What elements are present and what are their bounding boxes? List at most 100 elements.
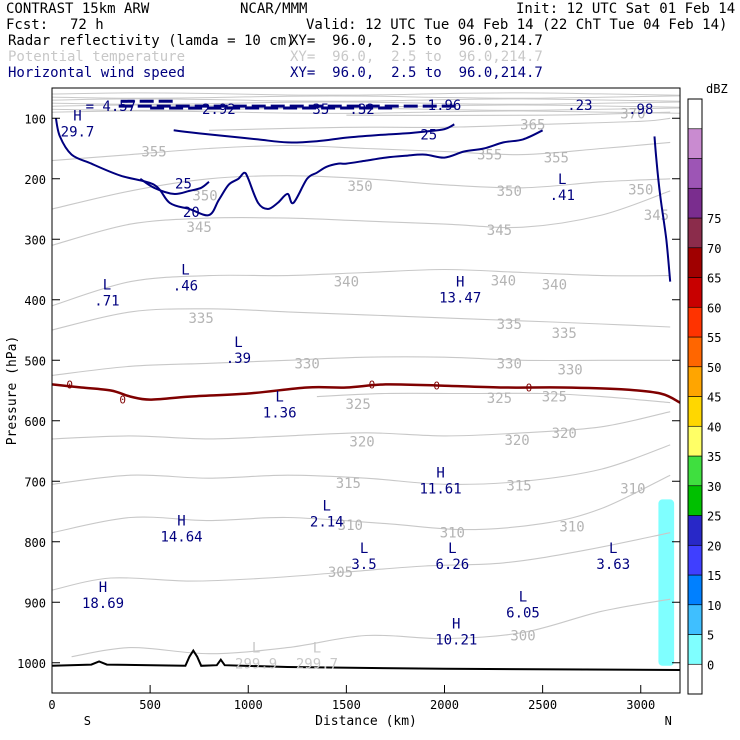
theta-label: 335: [497, 317, 522, 333]
theta-label: 335: [552, 326, 577, 342]
theta-label: 345: [187, 220, 212, 236]
extremum-H: H: [456, 275, 464, 291]
theta-label: 345: [644, 208, 669, 224]
colorbar-swatch: [687, 634, 703, 665]
theta-contour-355: [51, 141, 671, 162]
wind-contour-25: [173, 123, 455, 144]
colorbar-tick-label: 60: [707, 301, 721, 315]
extremum-value: 299.7: [296, 657, 338, 673]
field-name-theta: Potential temperature: [8, 49, 186, 65]
theta-label: 365: [520, 117, 545, 133]
forecast-hours: 72 h: [70, 17, 104, 33]
extremum-L: L: [519, 589, 527, 605]
reflectivity-zero-contour: [51, 383, 681, 404]
extremum-H: H: [73, 108, 81, 124]
theta-contour-365: [208, 117, 671, 131]
colorbar-swatch: [687, 306, 703, 338]
theta-contour-310: [51, 474, 671, 534]
theta-label: 310: [559, 520, 584, 536]
colorbar-tick-label: 50: [707, 361, 721, 375]
colorbar-tick-label: 10: [707, 599, 721, 613]
extremum-L: L: [558, 172, 566, 188]
extremum-value: 2.14: [310, 515, 344, 531]
terrain-surface: [51, 648, 681, 671]
extremum-H: H: [452, 617, 460, 633]
y-tick-label: 900: [24, 596, 46, 610]
extremum-value: .41: [550, 188, 575, 204]
speed-value-label: .23: [567, 98, 592, 114]
theta-contour-top: [51, 92, 681, 96]
wind-contour-20: [54, 118, 544, 217]
zero-dbz-label: 0: [433, 380, 440, 393]
theta-contour-340: [51, 268, 671, 307]
theta-label: 325: [487, 391, 512, 407]
extremum-L: L: [609, 541, 617, 557]
theta-label: 340: [491, 273, 516, 289]
colorbar-tick-label: 5: [707, 629, 714, 643]
theta-label: 325: [346, 397, 371, 413]
extremum-L: L: [360, 541, 368, 557]
colorbar-swatch: [687, 336, 703, 368]
extremum-value: .46: [173, 279, 198, 295]
theta-label: 315: [506, 478, 531, 494]
y-tick-label: 400: [24, 294, 46, 308]
y-tick-label: 700: [24, 475, 46, 489]
colorbar-swatch: [687, 247, 703, 278]
theta-label: 305: [328, 565, 353, 581]
model-title: CONTRAST 15km ARW: [6, 1, 150, 17]
colorbar-swatch: [687, 98, 703, 130]
theta-label: 340: [542, 278, 567, 294]
extremum-L: L: [448, 541, 456, 557]
organization: NCAR/MMM: [240, 1, 308, 17]
colorbar-unit: dBZ: [706, 82, 728, 96]
y-tick-label: 1000: [17, 657, 46, 671]
zero-dbz-label: 0: [66, 378, 73, 391]
theta-label: 330: [294, 356, 319, 372]
y-tick-label: 200: [24, 173, 46, 187]
theta-label: 320: [349, 434, 374, 450]
theta-label: 315: [336, 476, 361, 492]
theta-label: 350: [347, 179, 372, 195]
extremum-value: 6.26: [435, 557, 469, 573]
theta-label: 345: [487, 223, 512, 239]
extremum-value: 3.63: [596, 557, 630, 573]
field-xy-reflectivity: XY= 96.0, 2.5 to 96.0,214.7: [290, 33, 543, 49]
theta-label: 340: [334, 275, 359, 291]
extremum-value: 29.7: [61, 124, 95, 140]
extremum-H: H: [436, 465, 444, 481]
colorbar-tick-label: 45: [707, 391, 721, 405]
colorbar-swatch: [687, 277, 703, 308]
colorbar-swatch: [687, 515, 703, 546]
x-tick-label: 2000: [430, 698, 459, 712]
valid-time: Valid: 12 UTC Tue 04 Feb 14 (22 ChT Tue …: [306, 17, 728, 33]
theta-contour-370: [346, 111, 671, 116]
theta-label: 330: [557, 362, 582, 378]
extremum-H: H: [99, 580, 107, 596]
x-tick-label: 3000: [626, 698, 655, 712]
colorbar-tick-label: 15: [707, 569, 721, 583]
speed-value-label: .98: [628, 102, 653, 118]
zero-dbz-label: 0: [526, 381, 533, 394]
theta-contour-315: [51, 444, 671, 485]
x-axis-title: Distance (km): [315, 714, 417, 729]
wind-label: 25: [175, 177, 192, 193]
x-tick-label: 2500: [528, 698, 557, 712]
colorbar-tick-label: 35: [707, 450, 721, 464]
field-xy-theta: XY= 96.0, 2.5 to 96.0,214.7: [290, 49, 543, 65]
theta-contour-300: [71, 598, 671, 658]
colorbar-tick-label: 75: [707, 212, 721, 226]
south-endpoint-label: S: [84, 714, 91, 728]
theta-contour-top: [51, 95, 681, 99]
x-tick-label: 1500: [332, 698, 361, 712]
theta-label: 355: [544, 151, 569, 167]
speed-value-label: .32: [349, 102, 374, 118]
zero-dbz-label: 0: [119, 394, 126, 407]
y-tick-label: 600: [24, 415, 46, 429]
theta-contour-top: [51, 110, 681, 114]
theta-contour-345: [51, 190, 671, 246]
theta-label: 350: [497, 184, 522, 200]
colorbar-tick-label: 70: [707, 242, 721, 256]
theta-label: 350: [192, 189, 217, 205]
colorbar-swatch: [687, 574, 703, 606]
